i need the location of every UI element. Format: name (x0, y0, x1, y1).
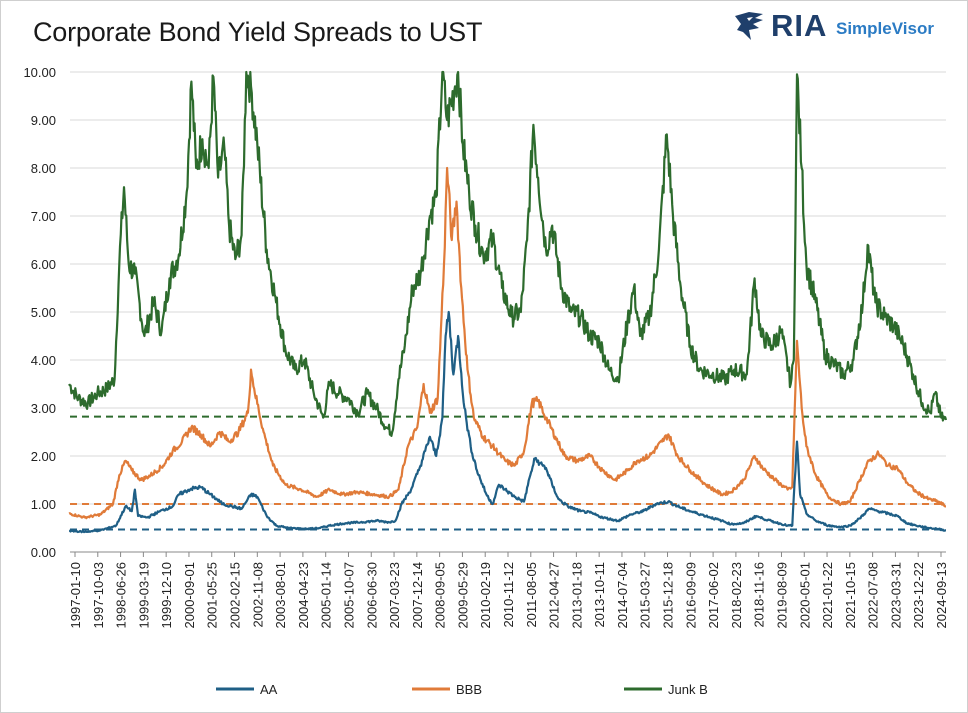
y-tick-label: 7.00 (31, 209, 56, 224)
x-tick-label: 2011-08-05 (524, 562, 539, 628)
x-tick-label: 2013-01-18 (569, 562, 584, 629)
x-tick-label: 2005-10-07 (341, 562, 356, 629)
legend-item: BBB (412, 682, 482, 697)
chart-title: Corporate Bond Yield Spreads to UST (33, 17, 483, 47)
x-tick-label: 2003-08-01 (273, 562, 288, 629)
legend: AA BBB Junk B (216, 682, 708, 697)
x-tick-label: 2005-01-14 (319, 562, 334, 629)
x-tick-label: 1997-10-03 (91, 562, 106, 629)
legend-label: Junk B (668, 682, 708, 697)
x-tick-label: 2016-09-09 (683, 562, 698, 629)
legend-item: AA (216, 682, 278, 697)
x-tick-label: 2017-06-02 (706, 562, 721, 629)
series-line-aa (68, 310, 947, 534)
x-tick-label: 2004-04-23 (296, 562, 311, 629)
series-line-junk-b (68, 70, 948, 437)
series-line-bbb (68, 166, 947, 520)
y-tick-label: 1.00 (31, 497, 56, 512)
y-axis: 0.00 1.00 2.00 3.00 4.00 5.00 6.00 7.00 8.00 9.00… (23, 65, 56, 560)
x-tick-label: 2018-11-16 (752, 562, 767, 628)
x-tick-label: 2008-09-05 (433, 562, 448, 629)
x-tick-label: 2014-07-04 (615, 562, 630, 629)
x-tick-label: 2009-05-29 (455, 562, 470, 629)
x-tick-label: 2018-02-23 (729, 562, 744, 629)
y-tick-label: 3.00 (31, 401, 56, 416)
ria-logo: RIA SimpleVisor (733, 8, 943, 46)
x-tick-label: 2022-07-08 (866, 562, 881, 629)
x-tick-label: 2007-12-14 (410, 562, 425, 629)
legend-label: AA (260, 682, 278, 697)
x-tick-label: 2023-12-22 (911, 562, 926, 629)
y-tick-label: 8.00 (31, 161, 56, 176)
x-tick-label: 2015-12-18 (661, 562, 676, 629)
x-tick-label: 2006-06-30 (364, 562, 379, 629)
x-tick-label: 2002-11-08 (250, 562, 265, 628)
x-axis: 1997-01-10 1997-10-03 1998-06-26 1999-03-19… (68, 551, 949, 629)
x-tick-label: 1997-01-10 (68, 562, 83, 629)
y-tick-label: 9.00 (31, 113, 56, 128)
y-tick-label: 10.00 (23, 65, 56, 80)
y-tick-label: 6.00 (31, 257, 56, 272)
x-tick-label: 2010-02-19 (478, 562, 493, 629)
x-tick-label: 2015-03-27 (638, 562, 653, 629)
x-tick-label: 1999-03-19 (136, 562, 151, 629)
legend-item: Junk B (624, 682, 708, 697)
x-tick-label: 2000-09-01 (182, 562, 197, 629)
y-tick-label: 4.00 (31, 353, 56, 368)
logo-simplevisor-text: SimpleVisor (836, 19, 934, 38)
average-lines (70, 415, 946, 531)
x-tick-label: 2007-03-23 (387, 562, 402, 629)
x-tick-label: 2002-02-15 (228, 562, 243, 629)
x-tick-label: 2023-03-31 (888, 562, 903, 629)
x-tick-label: 2001-05-25 (205, 562, 220, 629)
x-tick-label: 1998-06-26 (114, 562, 129, 629)
x-tick-label: 2021-01-22 (820, 562, 835, 629)
series-lines (68, 70, 948, 534)
x-tick-label: 2019-08-09 (774, 562, 789, 629)
y-tick-label: 5.00 (31, 305, 56, 320)
legend-label: BBB (456, 682, 482, 697)
x-tick-label: 2021-10-15 (843, 562, 858, 629)
x-tick-label: 2024-09-13 (934, 562, 949, 629)
eagle-icon (735, 12, 763, 40)
y-tick-label: 2.00 (31, 449, 56, 464)
x-tick-label: 1999-12-10 (159, 562, 174, 629)
x-tick-label: 2020-05-01 (797, 562, 812, 629)
y-tick-label: 0.00 (31, 545, 56, 560)
x-tick-label: 2013-10-11 (592, 562, 607, 628)
x-tick-label: 2010-11-12 (501, 562, 516, 628)
logo-ria-text: RIA (771, 8, 828, 43)
x-tick-label: 2012-04-27 (547, 562, 562, 629)
